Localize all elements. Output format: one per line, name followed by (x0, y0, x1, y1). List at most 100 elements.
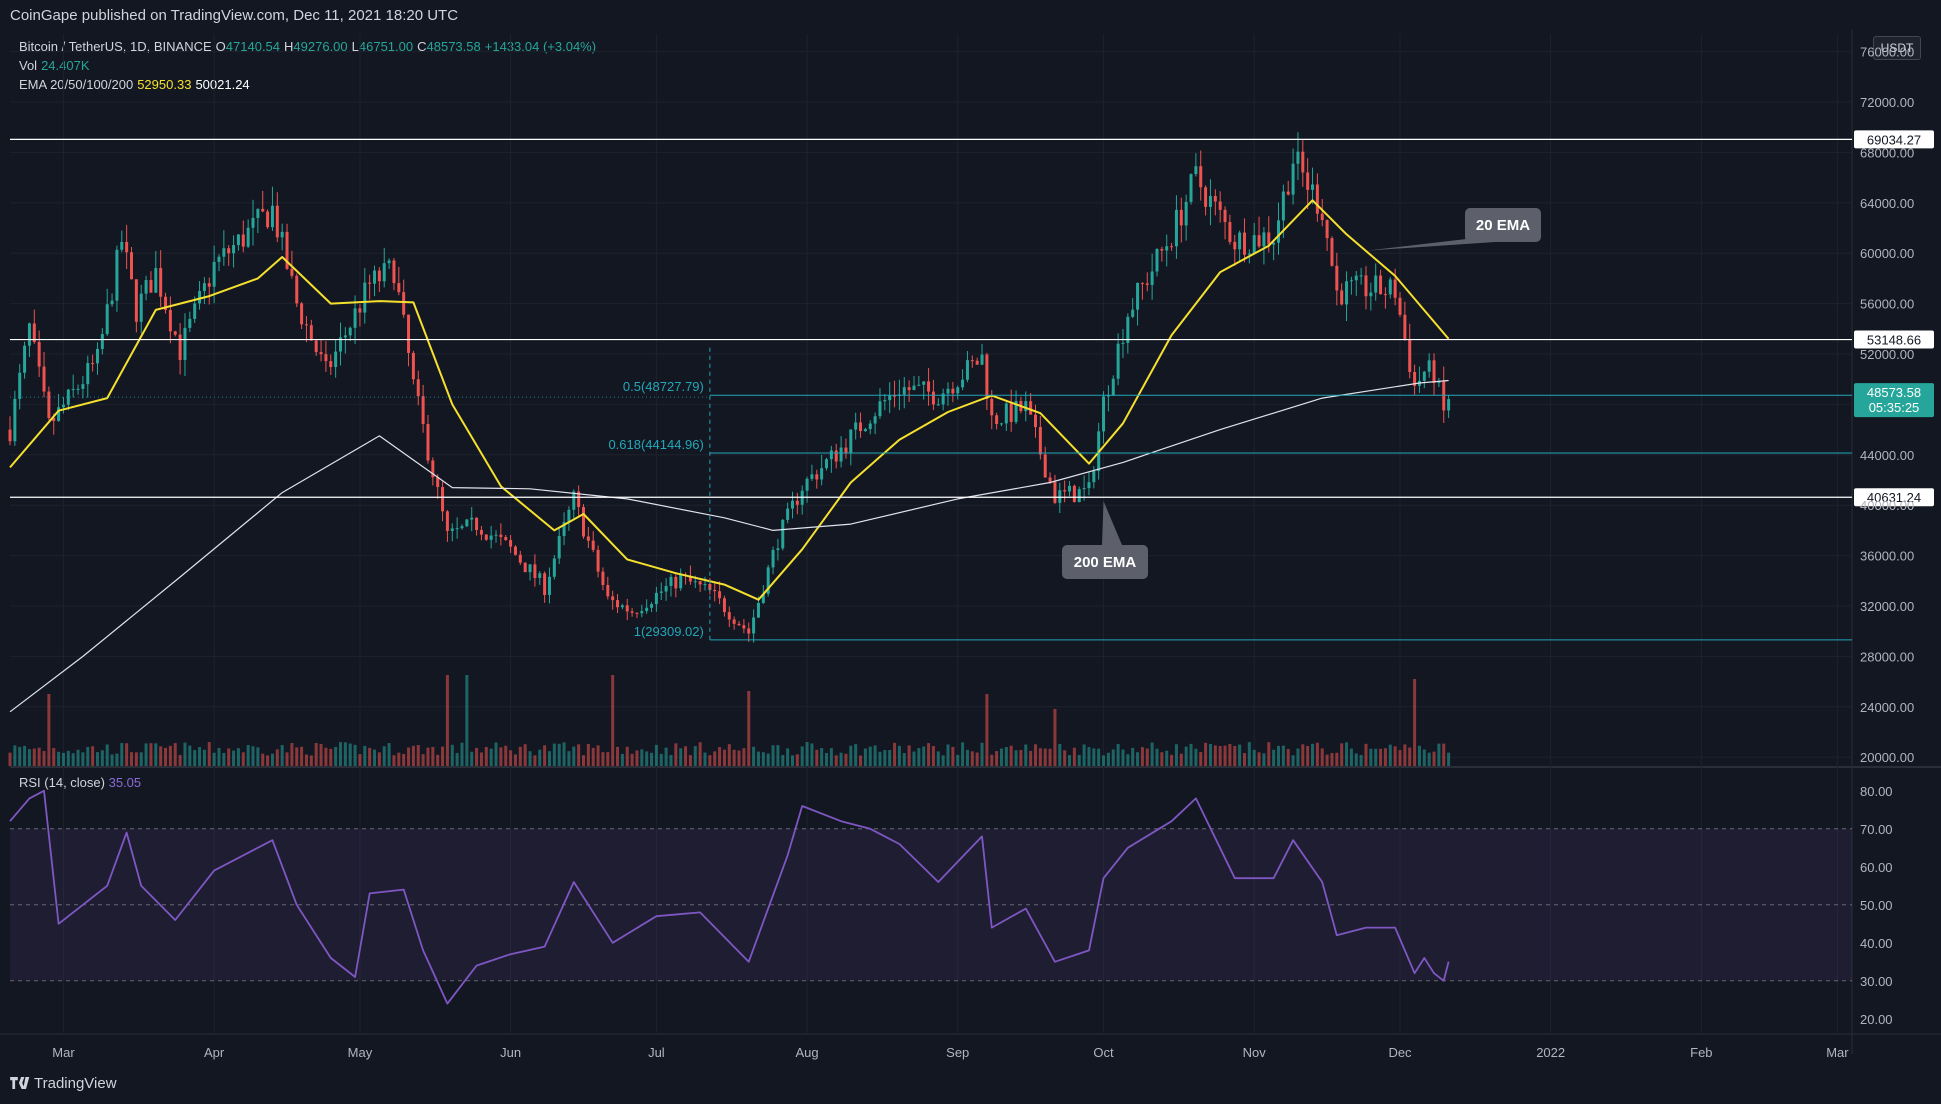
candle-body (86, 363, 90, 385)
candle-body (931, 391, 935, 405)
candle-body (1004, 403, 1008, 424)
candle-body (1126, 316, 1130, 343)
candle-body (450, 528, 454, 531)
volume-bar (134, 752, 138, 766)
candle-body (81, 384, 85, 389)
candle-body (18, 372, 22, 399)
volume-bar (936, 751, 940, 766)
volume-bar (1379, 748, 1383, 766)
candle-body (193, 303, 197, 319)
rsi-label[interactable]: RSI (14, close) (19, 775, 105, 790)
footer-brand[interactable]: TradingView (34, 1075, 117, 1092)
candle-body (873, 416, 877, 424)
candle-body (1009, 403, 1013, 422)
volume-bar (1072, 747, 1076, 766)
volume-bar (1038, 748, 1042, 766)
candle-body (1383, 294, 1387, 296)
volume-bar (71, 753, 75, 766)
level-label-support: 40631.24 (1867, 490, 1921, 505)
price-tick-label: 64000.00 (1860, 196, 1914, 211)
legend-row-volume: Vol 24.407K (19, 56, 600, 75)
volume-bar (883, 750, 887, 766)
volume-bar (324, 747, 328, 766)
candle-body (572, 491, 576, 510)
candle-body (52, 417, 56, 421)
volume-bar (547, 751, 551, 766)
candle-body (304, 324, 308, 326)
volume-bar (907, 745, 911, 766)
candle-body (1140, 282, 1144, 284)
symbol-name[interactable]: Bitcoin / TetherUS, 1D, BINANCE (19, 39, 212, 54)
candle-body (475, 517, 479, 530)
volume-bar (1165, 750, 1169, 766)
candle-body (863, 429, 867, 432)
volume-bar (397, 752, 401, 766)
candle-body (810, 474, 814, 479)
candle-body (756, 602, 760, 618)
candle-body (1335, 265, 1339, 291)
volume-bar (635, 750, 639, 766)
price-tick-label: 76000.00 (1860, 45, 1914, 60)
grid (0, 30, 1941, 1054)
volume-bar (334, 746, 338, 766)
volume-bar (1252, 749, 1256, 766)
volume-bar (66, 750, 70, 766)
volume-bar (538, 749, 542, 766)
candle-body (95, 348, 99, 364)
volume-bar (1403, 744, 1407, 766)
candle-body (173, 331, 177, 335)
currency-badge[interactable]: USDT (1873, 36, 1921, 60)
volume-bar (1063, 750, 1067, 766)
ema-value-20: 52950.33 (137, 77, 192, 92)
volume-bar (460, 742, 464, 766)
volume-bar (956, 754, 960, 766)
candle-body (562, 522, 566, 537)
price-tick-label: 28000.00 (1860, 649, 1914, 664)
volume-bar (708, 755, 712, 766)
volume-bar (849, 745, 853, 766)
candle-body (567, 509, 571, 523)
volume-bar (863, 748, 867, 766)
volume-bar (543, 745, 547, 766)
volume-bar (300, 746, 304, 766)
candle-body (1374, 275, 1378, 293)
volume-bar (411, 745, 415, 766)
volume-bar (130, 752, 134, 766)
high-label: H (284, 39, 294, 54)
candle-body (202, 283, 206, 292)
candle-body (266, 211, 270, 228)
candle-body (329, 361, 333, 368)
candle-body (713, 589, 717, 592)
candle-body (455, 528, 459, 530)
candle-body (1043, 454, 1047, 478)
volume-bar (1306, 745, 1310, 766)
volume-bar (1106, 752, 1110, 766)
volume-bar (839, 752, 843, 766)
price-tick-label: 52000.00 (1860, 347, 1914, 362)
candle-body (1038, 427, 1042, 455)
volume-bar (1311, 743, 1315, 766)
time-tick-label: Oct (1093, 1045, 1114, 1060)
change-value: +1433.04 (+3.04%) (484, 39, 597, 54)
volume-bar (1068, 755, 1072, 766)
candle-body (387, 260, 391, 264)
volume-bar (878, 751, 882, 766)
volume-bar (625, 746, 629, 766)
volume-bar (1155, 748, 1159, 766)
candle-body (606, 584, 610, 597)
candle-body (1393, 279, 1397, 298)
volume-bar (358, 754, 362, 766)
volume-bar (1082, 744, 1086, 766)
volume-bar (1345, 742, 1349, 766)
candle-body (975, 360, 979, 365)
volume-label[interactable]: Vol (19, 58, 38, 73)
candle-body (8, 429, 12, 442)
volume-bar (591, 747, 595, 766)
volume-bar (290, 743, 294, 766)
volume-bar (183, 742, 187, 766)
ema-label[interactable]: EMA 20/50/100/200 (19, 77, 134, 92)
candle-body (1106, 395, 1110, 397)
candle-body (1121, 342, 1125, 344)
candle-body (834, 450, 838, 462)
